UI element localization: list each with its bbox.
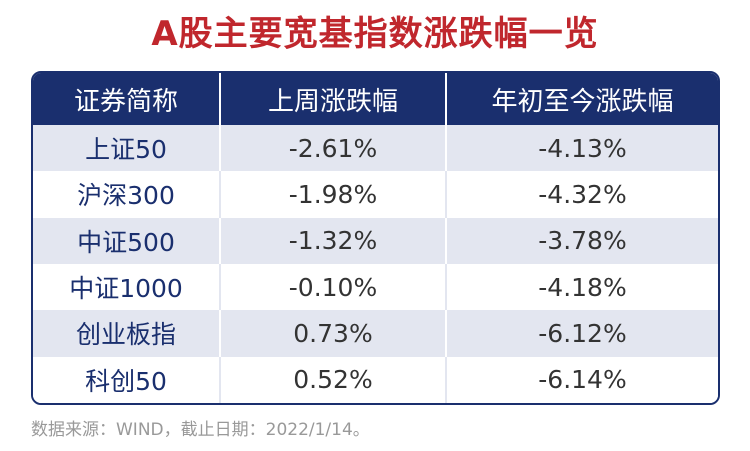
column-header-weekly-change: 上周涨跌幅 bbox=[219, 73, 446, 125]
ytd-change-cell: -3.78% bbox=[445, 217, 718, 264]
security-name-cell: 中证1000 bbox=[33, 263, 220, 311]
index-performance-table: 证券简称 上周涨跌幅 年初至今涨跌幅 上证50 -2.61% -4.13% 沪深… bbox=[31, 71, 720, 405]
page-title: A股主要宽基指数涨跌幅一览 bbox=[151, 14, 599, 54]
security-name-cell: 科创50 bbox=[33, 356, 220, 403]
table-row: 沪深300 -1.98% -4.32% bbox=[33, 171, 718, 218]
column-header-ytd-change: 年初至今涨跌幅 bbox=[445, 73, 718, 125]
security-name-cell: 创业板指 bbox=[33, 310, 220, 357]
weekly-change-cell: 0.52% bbox=[219, 356, 446, 403]
table-row: 中证1000 -0.10% -4.18% bbox=[33, 263, 718, 311]
weekly-change-cell: -0.10% bbox=[219, 263, 446, 311]
weekly-change-cell: -2.61% bbox=[219, 125, 446, 172]
table-row: 中证500 -1.32% -3.78% bbox=[33, 217, 718, 264]
table-row: 创业板指 0.73% -6.12% bbox=[33, 310, 718, 357]
ytd-change-cell: -6.14% bbox=[445, 356, 718, 403]
data-table: 证券简称 上周涨跌幅 年初至今涨跌幅 上证50 -2.61% -4.13% 沪深… bbox=[33, 73, 718, 403]
column-header-name: 证券简称 bbox=[33, 73, 220, 125]
security-name-cell: 中证500 bbox=[33, 217, 220, 264]
ytd-change-cell: -4.18% bbox=[445, 263, 718, 311]
weekly-change-cell: -1.32% bbox=[219, 217, 446, 264]
ytd-change-cell: -4.32% bbox=[445, 171, 718, 218]
table-row: 上证50 -2.61% -4.13% bbox=[33, 125, 718, 172]
security-name-cell: 沪深300 bbox=[33, 171, 220, 218]
data-source-note: 数据来源：WIND，截止日期：2022/1/14。 bbox=[31, 420, 370, 440]
weekly-change-cell: -1.98% bbox=[219, 171, 446, 218]
security-name-cell: 上证50 bbox=[33, 125, 220, 172]
table-header-row: 证券简称 上周涨跌幅 年初至今涨跌幅 bbox=[33, 73, 718, 125]
weekly-change-cell: 0.73% bbox=[219, 310, 446, 357]
table-row: 科创50 0.52% -6.14% bbox=[33, 356, 718, 403]
ytd-change-cell: -4.13% bbox=[445, 125, 718, 172]
ytd-change-cell: -6.12% bbox=[445, 310, 718, 357]
